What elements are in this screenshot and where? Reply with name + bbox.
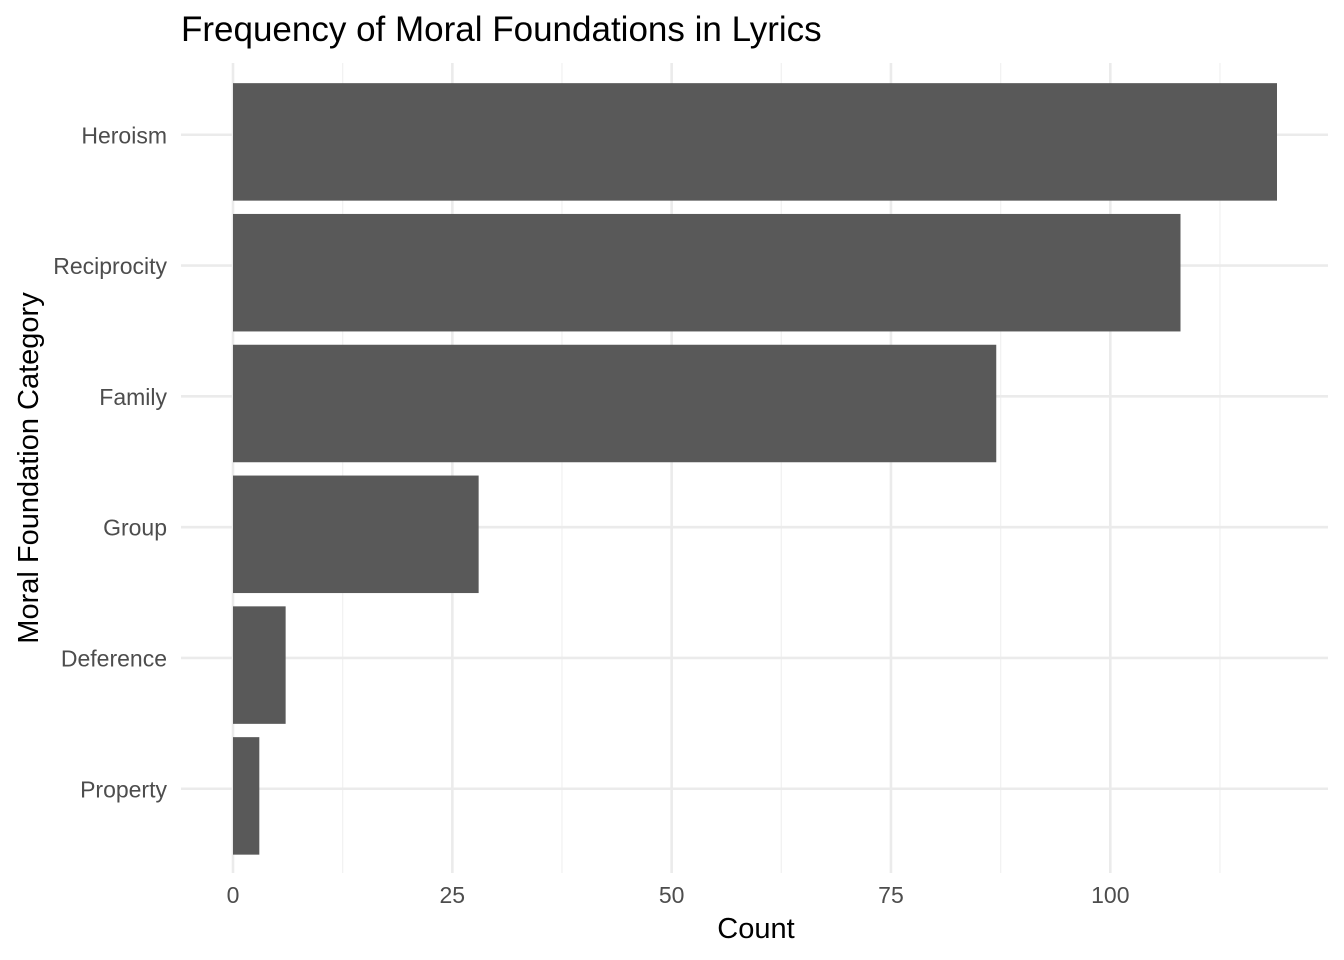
bar-family	[233, 344, 997, 463]
y-tick-label: Property	[80, 776, 167, 802]
x-axis-title: Count	[717, 913, 794, 945]
x-tick-label: 75	[878, 882, 904, 908]
y-tick-label: Reciprocity	[53, 253, 167, 279]
y-tick-label: Heroism	[81, 122, 167, 148]
y-tick-label: Family	[99, 384, 167, 410]
bar-reciprocity	[233, 213, 1181, 332]
bar-group	[233, 475, 479, 594]
y-axis-title: Moral Foundation Category	[13, 292, 45, 644]
tick-labels: Heroism Reciprocity Family Group Deference Pr…	[53, 122, 1129, 908]
bar-heroism	[233, 83, 1277, 201]
bar-property	[233, 737, 260, 855]
x-tick-label: 50	[659, 882, 685, 908]
x-tick-label: 25	[440, 882, 466, 908]
bar-deference	[233, 606, 286, 724]
y-tick-label: Deference	[61, 645, 167, 671]
x-tick-label: 0	[227, 882, 240, 908]
chart-title: Frequency of Moral Foundations in Lyrics	[181, 10, 822, 49]
bars	[233, 83, 1277, 855]
y-tick-label: Group	[103, 515, 167, 541]
x-tick-label: 100	[1091, 882, 1129, 908]
